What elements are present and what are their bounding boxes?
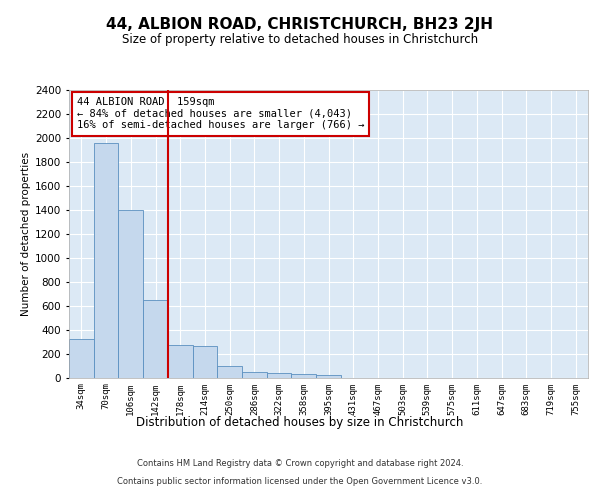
Text: Contains HM Land Registry data © Crown copyright and database right 2024.: Contains HM Land Registry data © Crown c… bbox=[137, 460, 463, 468]
Bar bbox=[292, 374, 316, 378]
Bar bbox=[143, 300, 168, 378]
Bar bbox=[168, 345, 193, 378]
Bar bbox=[193, 346, 217, 378]
Bar bbox=[94, 142, 118, 378]
Bar bbox=[118, 210, 143, 378]
Bar bbox=[69, 338, 94, 378]
Bar bbox=[242, 372, 267, 378]
Bar bbox=[267, 372, 292, 378]
Bar bbox=[217, 366, 242, 378]
Bar bbox=[316, 375, 341, 378]
Text: Distribution of detached houses by size in Christchurch: Distribution of detached houses by size … bbox=[136, 416, 464, 429]
Text: 44, ALBION ROAD, CHRISTCHURCH, BH23 2JH: 44, ALBION ROAD, CHRISTCHURCH, BH23 2JH bbox=[107, 18, 493, 32]
Text: Size of property relative to detached houses in Christchurch: Size of property relative to detached ho… bbox=[122, 32, 478, 46]
Y-axis label: Number of detached properties: Number of detached properties bbox=[21, 152, 31, 316]
Text: 44 ALBION ROAD: 159sqm
← 84% of detached houses are smaller (4,043)
16% of semi-: 44 ALBION ROAD: 159sqm ← 84% of detached… bbox=[77, 97, 364, 130]
Text: Contains public sector information licensed under the Open Government Licence v3: Contains public sector information licen… bbox=[118, 476, 482, 486]
